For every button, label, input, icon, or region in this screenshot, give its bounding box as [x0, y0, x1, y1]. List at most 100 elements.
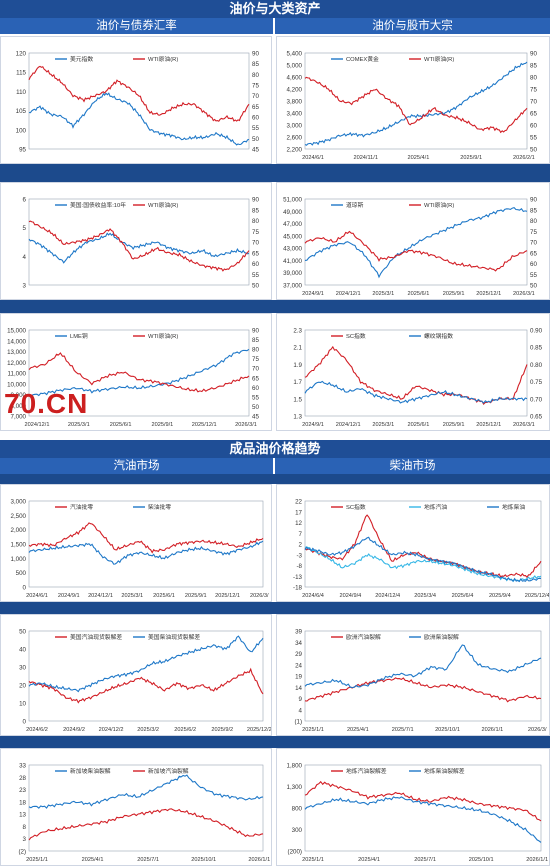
- chart-retail-margin: 0 500 1,000 1,500 2,000 2,500 3,000 2024/6/1 202…: [11, 499, 270, 600]
- plot-frame: [28, 329, 250, 417]
- x-tick-label: 2025/6/4: [452, 593, 474, 599]
- x-tick-label: 2025/6/2: [174, 727, 196, 733]
- y-left-tick-label: 37,000: [283, 283, 302, 290]
- series-line: [28, 92, 250, 146]
- y-left-tick-label: 20: [19, 683, 26, 690]
- y-right-tick-label: 0.80: [530, 362, 543, 369]
- y-left-tick-label: 45,000: [283, 233, 302, 240]
- series-line: [28, 635, 264, 693]
- x-tick-label: 2025/9/2: [211, 727, 233, 733]
- x-tick-label: 2026/1/1: [248, 857, 270, 863]
- y-left-tick-label: 4: [23, 254, 27, 261]
- chart-panel-usd-wti: 95 100 105 110 115 120 45 50 55 60 65 70 75 80 85 90 美元指…: [0, 36, 272, 164]
- series-line: [304, 230, 528, 272]
- y-left-tick-label: 47,000: [283, 221, 302, 228]
- plot-frame: [304, 764, 542, 852]
- y-left-tick-label: 500: [16, 570, 27, 577]
- x-tick-label: 2025/6/1: [153, 593, 175, 599]
- x-tick-label: 2025/3/1: [68, 422, 90, 428]
- x-tick-label: 2024/9/1: [58, 593, 80, 599]
- legend-label: 美国:国债收益率:10年: [70, 201, 126, 209]
- y-right-tick-label: 75: [530, 87, 537, 94]
- y-left-tick-label: 1.5: [293, 396, 302, 403]
- y-right-tick-label: 0.70: [530, 396, 543, 403]
- x-tick-label: 2024/12/4: [375, 593, 400, 599]
- x-tick-label: 2025/10/1: [435, 727, 460, 733]
- y-right-tick-label: 60: [530, 123, 537, 130]
- series-line: [28, 774, 264, 809]
- series-line: [304, 514, 542, 579]
- legend-label: 美元指数: [70, 55, 93, 63]
- y-left-tick-label: 2,500: [11, 513, 27, 520]
- y-left-tick-label: 2.3: [293, 328, 302, 335]
- series-line: [304, 76, 528, 134]
- y-left-tick-label: 5,400: [287, 51, 303, 58]
- y-left-tick-label: 2,000: [11, 527, 27, 534]
- legend-label: WTI原油(R): [148, 55, 178, 63]
- y-right-tick-label: 85: [252, 207, 259, 214]
- x-tick-label: 2024/9/1: [302, 422, 324, 428]
- legend-label: 螺纹钢指数: [424, 332, 453, 340]
- y-right-tick-label: 50: [252, 136, 259, 143]
- y-right-tick-label: 55: [530, 135, 537, 142]
- chart-panel-sc-rebar: 1.3 1.5 1.7 1.9 2.1 2.3 0.65 0.70 0.75 0.80 0.85 0.…: [276, 313, 550, 431]
- x-tick-label: 2025/6/1: [110, 422, 132, 428]
- y-left-tick-label: 51,000: [283, 197, 302, 204]
- chart-panel-sg-cracks: (2) 3 8 13 18 23 28 33 2025/1/1 2025/4/1 2025/7/1 2…: [0, 748, 272, 866]
- y-left-tick-label: 4,600: [287, 75, 303, 82]
- y-left-tick-label: 3,000: [11, 499, 27, 506]
- y-left-tick-label: -8: [296, 563, 302, 570]
- x-tick-label: 2024/6/1: [26, 593, 48, 599]
- y-right-tick-label: 90: [530, 197, 537, 204]
- y-left-tick-label: 8,000: [11, 403, 27, 410]
- y-left-tick-label: 3,800: [287, 99, 303, 106]
- chart-panel-us-cracks: 0 10 20 30 40 50 2024/6/2 2024/9/2 2024/12/2 2025…: [0, 614, 272, 736]
- y-left-tick-label: 7,000: [11, 414, 27, 421]
- chart-sc-local-refinery: -18 -13 -8 -3 2 7 12 17 22 2024/6/4 2024/9/4 2024/1…: [293, 499, 549, 600]
- plot-frame: [28, 198, 250, 286]
- series-line: [304, 380, 528, 404]
- legend-label: 柴油批零: [148, 503, 171, 511]
- y-right-tick-label: 45: [252, 147, 259, 154]
- y-left-tick-label: 2,600: [287, 135, 303, 142]
- y-right-tick-label: 85: [252, 61, 259, 68]
- x-tick-label: 2025/10/1: [191, 857, 216, 863]
- y-right-tick-label: 65: [530, 111, 537, 118]
- x-tick-label: 2026/3/: [528, 727, 547, 733]
- y-right-tick-label: 50: [530, 283, 537, 290]
- y-left-tick-label: 3,400: [287, 111, 303, 118]
- y-right-tick-label: 90: [252, 197, 259, 204]
- y-left-tick-label: 0: [23, 719, 27, 726]
- series-line: [28, 232, 250, 264]
- x-tick-label: 2025/3/2: [137, 727, 159, 733]
- x-tick-label: 2025/3/4: [414, 593, 436, 599]
- y-right-tick-label: 70: [252, 240, 259, 247]
- x-tick-label: 2024/12/1: [25, 422, 50, 428]
- legend-label: 欧洲汽油裂解: [346, 633, 381, 641]
- y-left-tick-label: 17: [295, 509, 302, 516]
- y-left-tick-label: 95: [19, 147, 26, 154]
- watermark: 70.CN: [4, 388, 89, 419]
- plot-frame: [304, 198, 528, 286]
- x-tick-label: 2025/1/1: [26, 857, 48, 863]
- y-left-tick-label: 115: [16, 70, 26, 77]
- x-tick-label: 2026/2/1: [513, 155, 535, 161]
- x-tick-label: 2025/3/1: [121, 593, 143, 599]
- y-left-tick-label: 23: [19, 787, 26, 794]
- x-tick-label: 2026/1/1: [526, 857, 548, 863]
- series-line: [304, 780, 542, 822]
- y-left-tick-label: 14: [295, 685, 302, 692]
- legend-label: WTI原油(R): [148, 201, 178, 209]
- y-right-tick-label: 60: [252, 115, 259, 122]
- x-tick-label: 2025/6/1: [408, 422, 430, 428]
- y-right-tick-label: 80: [252, 72, 259, 79]
- chart-panel-sc-local-refinery: -18 -13 -8 -3 2 7 12 17 22 2024/6/4 2024/9/4 2024/1…: [276, 484, 550, 602]
- plot-frame: [304, 630, 542, 722]
- y-left-tick-label: (1): [294, 719, 302, 726]
- y-right-tick-label: 55: [252, 125, 259, 132]
- y-right-tick-label: 90: [252, 51, 259, 58]
- series-line: [304, 206, 528, 279]
- legend-label: 地炼柴油: [502, 503, 525, 511]
- y-left-tick-label: 49,000: [283, 209, 302, 216]
- y-left-tick-label: 11,000: [8, 371, 27, 378]
